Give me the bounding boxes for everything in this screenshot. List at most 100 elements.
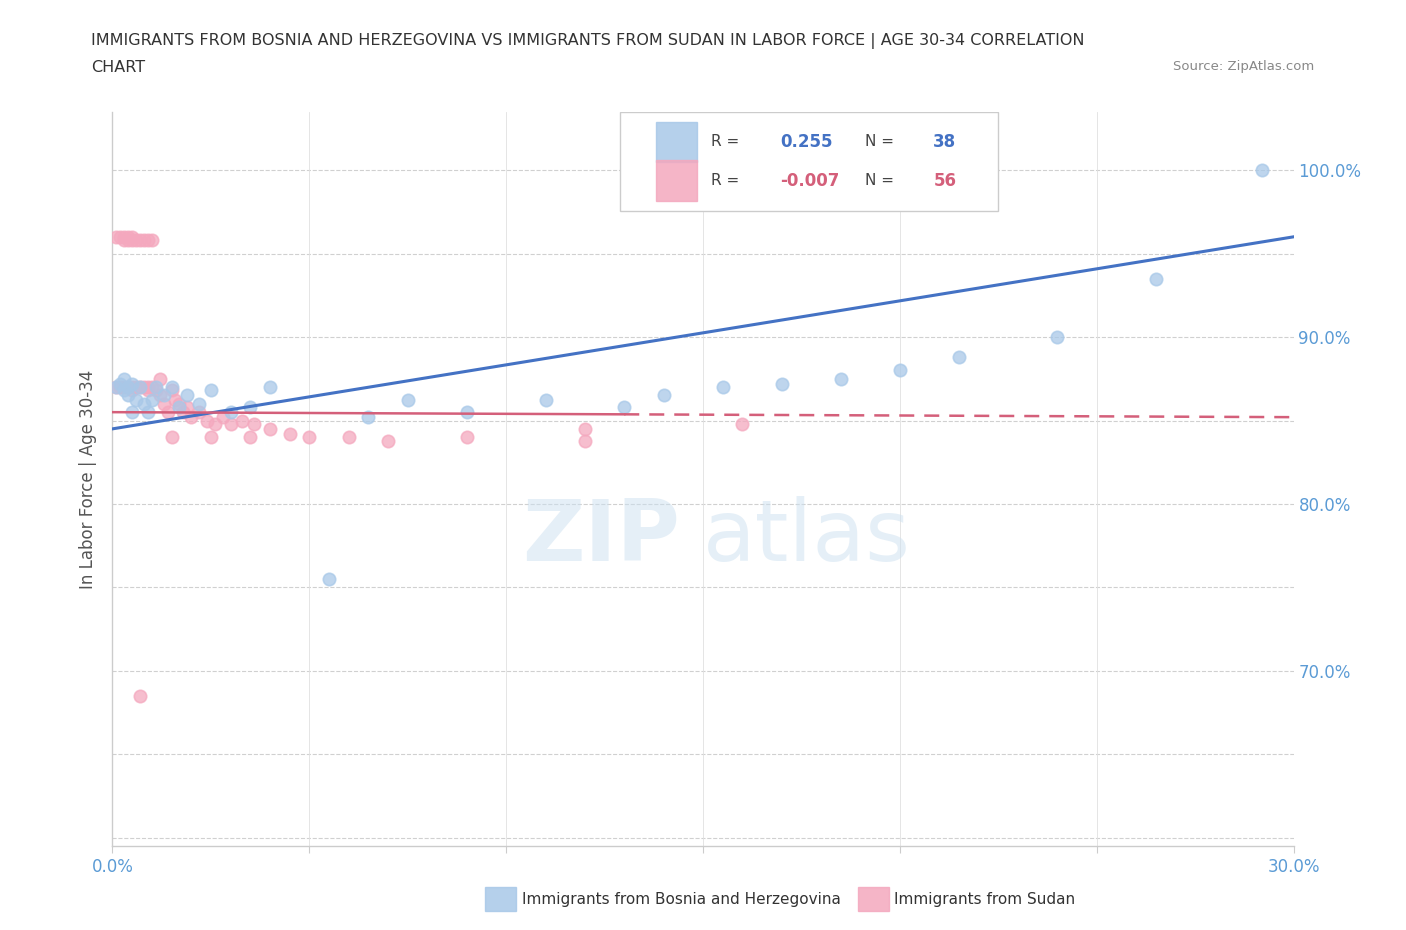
Point xyxy=(136,232,159,247)
Point xyxy=(176,400,198,415)
Point xyxy=(105,379,128,394)
Point xyxy=(830,371,852,386)
Point xyxy=(889,363,911,378)
Text: Source: ZipAtlas.com: Source: ZipAtlas.com xyxy=(1174,60,1315,73)
Point xyxy=(318,572,340,587)
Text: Immigrants from Sudan: Immigrants from Sudan xyxy=(894,892,1076,907)
Text: N =: N = xyxy=(865,134,894,149)
Point xyxy=(1251,163,1274,178)
Point xyxy=(110,230,132,245)
Point xyxy=(117,379,139,394)
Point xyxy=(121,383,143,398)
Point xyxy=(121,230,143,245)
Point xyxy=(117,379,139,394)
Point xyxy=(117,230,139,245)
Point xyxy=(1046,329,1069,344)
Point xyxy=(129,379,152,394)
Point xyxy=(129,232,152,247)
Point xyxy=(129,379,152,394)
Point xyxy=(172,405,194,419)
Text: ZIP: ZIP xyxy=(522,497,679,579)
Text: R =: R = xyxy=(711,173,740,188)
Point xyxy=(110,379,132,394)
Point xyxy=(121,379,143,394)
Text: 38: 38 xyxy=(934,133,956,151)
Text: 0.255: 0.255 xyxy=(780,133,832,151)
Point xyxy=(112,383,135,398)
Point xyxy=(204,417,226,432)
Point xyxy=(188,396,211,411)
Point xyxy=(652,388,675,403)
Text: atlas: atlas xyxy=(703,497,911,579)
FancyBboxPatch shape xyxy=(620,112,998,211)
Point xyxy=(136,379,159,394)
Point xyxy=(145,379,167,394)
Point xyxy=(112,371,135,386)
Text: N =: N = xyxy=(865,173,894,188)
Point xyxy=(1144,272,1167,286)
Point xyxy=(298,430,321,445)
Point xyxy=(243,417,266,432)
Point xyxy=(176,388,198,403)
Point xyxy=(105,379,128,394)
Point xyxy=(117,232,139,247)
Point xyxy=(200,383,222,398)
Point xyxy=(711,379,734,394)
Point xyxy=(239,430,262,445)
Point xyxy=(136,405,159,419)
Point xyxy=(125,393,148,408)
Point xyxy=(211,410,233,425)
Point xyxy=(219,405,242,419)
Point xyxy=(152,396,174,411)
Point xyxy=(731,417,754,432)
Point xyxy=(574,433,596,448)
Point xyxy=(160,379,183,394)
Point xyxy=(574,421,596,436)
Point xyxy=(195,413,218,428)
Point xyxy=(156,405,179,419)
Point xyxy=(160,430,183,445)
Point xyxy=(125,379,148,394)
Point xyxy=(125,232,148,247)
Bar xyxy=(655,122,697,162)
Point xyxy=(188,405,211,419)
Point xyxy=(149,371,172,386)
Point xyxy=(357,410,380,425)
Point xyxy=(132,379,155,394)
Text: IMMIGRANTS FROM BOSNIA AND HERZEGOVINA VS IMMIGRANTS FROM SUDAN IN LABOR FORCE |: IMMIGRANTS FROM BOSNIA AND HERZEGOVINA V… xyxy=(91,33,1085,48)
Point xyxy=(259,421,281,436)
Text: CHART: CHART xyxy=(91,60,145,75)
Point xyxy=(219,417,242,432)
Point xyxy=(231,413,253,428)
Point xyxy=(121,232,143,247)
Point xyxy=(129,688,152,703)
Point xyxy=(136,383,159,398)
Point xyxy=(259,379,281,394)
Text: 56: 56 xyxy=(934,172,956,190)
Point xyxy=(112,379,135,394)
Point xyxy=(121,377,143,392)
Point xyxy=(160,383,183,398)
Point xyxy=(613,400,636,415)
Bar xyxy=(655,160,697,201)
Point xyxy=(117,388,139,403)
Point xyxy=(377,433,399,448)
Y-axis label: In Labor Force | Age 30-34: In Labor Force | Age 30-34 xyxy=(79,369,97,589)
Point xyxy=(337,430,360,445)
Point xyxy=(152,388,174,403)
Point xyxy=(121,405,143,419)
Point xyxy=(141,393,163,408)
Point xyxy=(456,430,478,445)
Point xyxy=(169,400,191,415)
Point xyxy=(165,393,187,408)
Text: Immigrants from Bosnia and Herzegovina: Immigrants from Bosnia and Herzegovina xyxy=(522,892,841,907)
Point xyxy=(169,396,191,411)
Text: R =: R = xyxy=(711,134,740,149)
Point xyxy=(948,350,970,365)
Point xyxy=(132,396,155,411)
Point xyxy=(112,232,135,247)
Point xyxy=(141,232,163,247)
Point xyxy=(112,230,135,245)
Point xyxy=(278,427,301,442)
Point xyxy=(149,388,172,403)
